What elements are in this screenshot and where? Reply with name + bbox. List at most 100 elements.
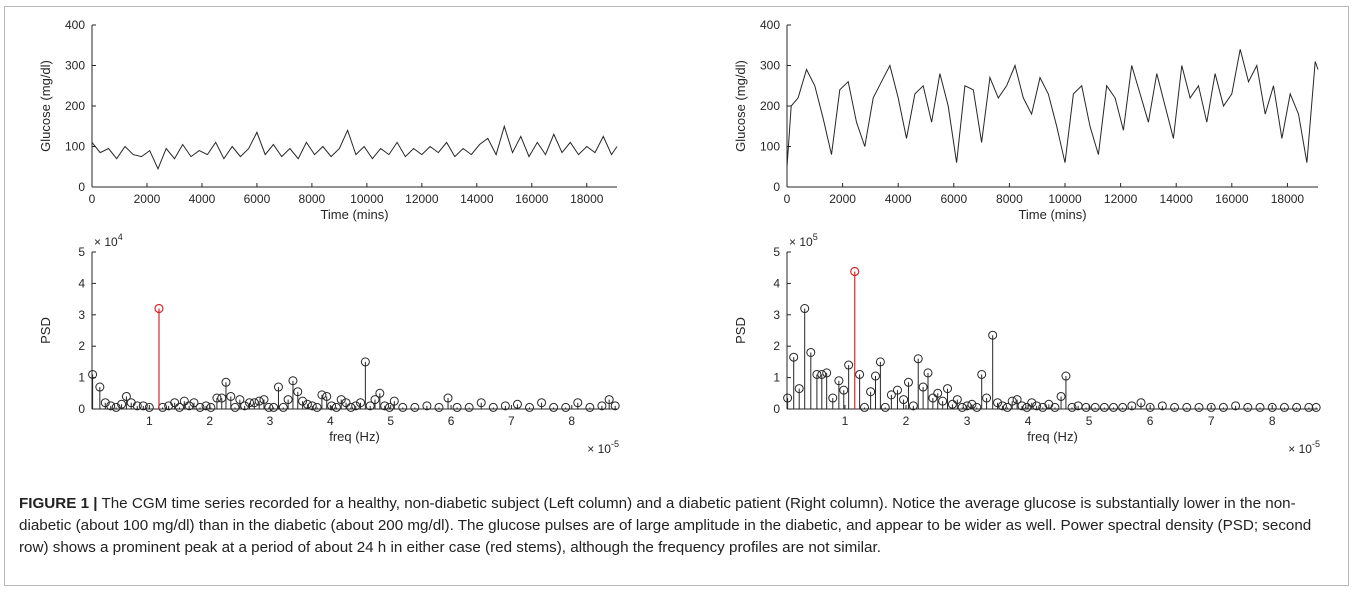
psd-marker xyxy=(1243,402,1253,412)
x-tick-label: 4 xyxy=(1025,414,1032,428)
psd-marker xyxy=(410,402,420,412)
y-tick-label: 0 xyxy=(78,402,85,416)
y-tick-label: 4 xyxy=(773,276,780,290)
x-tick-label: 6000 xyxy=(940,192,967,206)
x-tick-label: 8 xyxy=(1269,414,1276,428)
psd-peak-marker xyxy=(850,266,860,277)
psd-marker xyxy=(175,402,184,412)
psd-marker xyxy=(365,401,375,411)
psd-marker xyxy=(106,401,116,411)
psd-marker xyxy=(1157,401,1167,411)
x-tick-label: 3 xyxy=(964,414,971,428)
x-tick-label: 4 xyxy=(327,414,334,428)
psd-marker xyxy=(317,390,327,400)
psd-marker xyxy=(913,354,923,364)
psd-marker xyxy=(1182,402,1192,412)
psd-marker xyxy=(828,393,838,403)
psd-marker xyxy=(201,401,211,411)
psd-marker xyxy=(100,398,110,408)
x-tick-label: 5 xyxy=(387,414,394,428)
psd-marker xyxy=(331,402,341,412)
figure-plots: 0 2000 4000 6000 8000 10000 12000 14000 16000 180… xyxy=(38,18,1321,456)
x-tick-label: 14000 xyxy=(460,192,494,206)
psd-marker xyxy=(844,360,854,370)
psd-marker xyxy=(918,382,928,392)
psd-marker xyxy=(117,399,127,409)
psd-marker xyxy=(245,398,254,408)
psd-marker xyxy=(259,395,269,405)
psd-marker xyxy=(1279,402,1289,412)
psd-marker xyxy=(1118,402,1128,412)
figure-caption: FIGURE 1 | The CGM time series recorded … xyxy=(19,493,1344,559)
psd-marker xyxy=(298,396,308,406)
x-tick-label: 2 xyxy=(206,414,213,428)
psd-marker xyxy=(464,402,474,412)
x-tick-label: 0 xyxy=(89,192,96,206)
y-tick-label: 2 xyxy=(773,339,780,353)
psd-marker xyxy=(336,395,346,405)
psd-marker xyxy=(1127,401,1137,411)
psd-marker xyxy=(899,395,909,405)
psd-marker xyxy=(903,377,913,387)
psd-marker xyxy=(1007,396,1017,406)
y-tick-label: 0 xyxy=(78,180,85,194)
psd-marker xyxy=(967,399,977,409)
x-tick-label: 12000 xyxy=(405,192,439,206)
x-tick-label: 12000 xyxy=(1104,192,1138,206)
x-tick-label: 1 xyxy=(842,414,849,428)
x-tick-label: 7 xyxy=(508,414,515,428)
y-tick-label: 300 xyxy=(760,59,780,73)
x-tick-label: 18000 xyxy=(1271,192,1305,206)
psd-marker xyxy=(933,388,943,398)
x-tick-label: 8000 xyxy=(299,192,326,206)
x-tick-label: 16000 xyxy=(515,192,549,206)
psd-marker xyxy=(947,399,957,409)
psd-marker xyxy=(1170,402,1180,412)
x-tick-label: 1 xyxy=(146,414,153,428)
psd-marker xyxy=(982,393,992,403)
psd-marker xyxy=(822,368,832,378)
psd-marker xyxy=(1017,401,1027,411)
psd-marker xyxy=(938,396,948,406)
psd-marker xyxy=(375,388,385,398)
psd-marker xyxy=(860,402,870,412)
psd-marker xyxy=(549,402,559,412)
psd-marker xyxy=(1231,401,1241,411)
psd-marker xyxy=(1145,402,1155,412)
psd-marker xyxy=(908,401,918,411)
figure-frame: 0 2000 4000 6000 8000 10000 12000 14000 16000 180… xyxy=(4,6,1349,586)
psd-marker xyxy=(1032,401,1042,411)
psd-marker xyxy=(789,352,799,362)
psd-marker xyxy=(972,402,982,412)
psd-marker xyxy=(839,385,849,395)
x-tick-label: 3 xyxy=(267,414,274,428)
x-axis-label: freq (Hz) xyxy=(329,429,380,444)
psd-marker xyxy=(962,401,972,411)
psd-marker xyxy=(1267,402,1277,412)
right-psd-chart: 1 2 3 4 5 6 7 8 0 1 2 3 4 5 freq (Hz) PSD × 105 × 10-5 xyxy=(733,232,1321,456)
psd-marker xyxy=(1292,402,1302,412)
psd-marker xyxy=(610,401,620,411)
psd-marker xyxy=(389,396,399,406)
x-tick-label: 2000 xyxy=(829,192,856,206)
y-tick-label: 1 xyxy=(78,371,85,385)
psd-marker xyxy=(1090,402,1100,412)
left-glucose-chart: 0 2000 4000 6000 8000 10000 12000 14000 16000 180… xyxy=(38,18,618,222)
psd-marker xyxy=(875,357,885,367)
psd-marker xyxy=(834,376,844,386)
y-tick-label: 400 xyxy=(65,18,85,32)
psd-marker xyxy=(452,402,462,412)
x-tick-label: 7 xyxy=(1208,414,1215,428)
psd-marker xyxy=(585,402,595,412)
psd-marker xyxy=(871,371,880,381)
caption-text: The CGM time series recorded for a healt… xyxy=(19,495,1312,556)
x-tick-label: 2000 xyxy=(134,192,161,206)
caption-label: FIGURE 1 | xyxy=(19,495,98,512)
psd-marker xyxy=(512,399,522,409)
psd-marker xyxy=(604,395,614,405)
x-tick-label: 6000 xyxy=(244,192,271,206)
psd-marker xyxy=(1002,402,1012,412)
psd-marker xyxy=(95,382,105,392)
x-tick-label: 10000 xyxy=(1048,192,1082,206)
x-tick-label: 10000 xyxy=(350,192,384,206)
